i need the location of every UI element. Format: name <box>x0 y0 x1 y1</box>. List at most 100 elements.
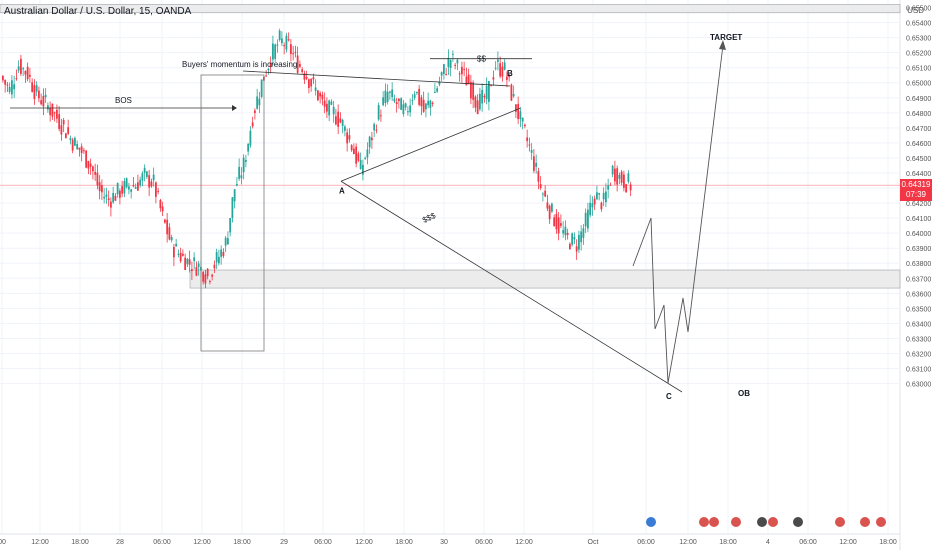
candle-body <box>508 74 511 78</box>
candle-body <box>112 192 115 203</box>
candle-body <box>2 75 4 81</box>
economic-event-icon[interactable] <box>709 517 719 527</box>
candle-body <box>467 74 470 84</box>
candle-body <box>501 66 504 77</box>
candle-body <box>220 249 223 257</box>
candle-body <box>411 100 414 102</box>
candle-body <box>384 90 387 103</box>
candle-body <box>438 81 441 85</box>
candle-body <box>418 88 421 105</box>
candle-body <box>42 96 45 107</box>
candle-body <box>101 185 103 193</box>
liquidity-3-label: $$$ <box>421 211 437 225</box>
symbol-title[interactable]: Australian Dollar / U.S. Dollar, 15, OAN… <box>4 6 192 17</box>
candle-body <box>4 80 7 85</box>
candle-body <box>616 168 619 185</box>
candle-body <box>393 98 396 102</box>
candle-body <box>528 144 531 146</box>
candle-body <box>8 86 11 92</box>
candle-body <box>231 197 234 219</box>
candle-body <box>380 115 382 117</box>
candle-body <box>33 85 36 100</box>
candle-body <box>38 90 40 99</box>
economic-event-icon[interactable] <box>793 517 803 527</box>
candle-body <box>470 81 472 99</box>
candle-body <box>391 89 394 98</box>
order-block-zone <box>189 269 901 289</box>
candle-body <box>209 281 211 283</box>
candle-body <box>499 63 502 77</box>
candle-body <box>332 106 335 115</box>
candle-body <box>440 72 443 76</box>
candle-body <box>481 89 484 104</box>
candle-body <box>170 237 173 241</box>
candle-body <box>521 117 524 122</box>
target-label: TARGET <box>710 33 742 42</box>
candle-body <box>593 198 596 205</box>
candle-body <box>44 94 47 98</box>
time-axis-label: 28 <box>116 539 124 546</box>
candle-body <box>542 193 544 195</box>
economic-event-icon[interactable] <box>876 517 886 527</box>
candle-body <box>314 87 317 91</box>
candle-body <box>357 153 360 161</box>
candle-body <box>191 269 193 272</box>
economic-event-icon[interactable] <box>646 517 656 527</box>
candle-body <box>605 191 607 203</box>
economic-event-icon[interactable] <box>731 517 741 527</box>
candle-body <box>22 68 25 70</box>
price-axis-label: 0.63000 <box>906 382 931 389</box>
candle-body <box>148 175 151 188</box>
candle-body <box>494 67 497 69</box>
candle-body <box>89 163 92 167</box>
candle-body <box>596 192 598 200</box>
candle-body <box>398 98 400 102</box>
trend-line-top <box>242 70 511 87</box>
candle-body <box>330 101 333 105</box>
candle-body <box>233 189 236 202</box>
candle-body <box>591 203 594 208</box>
candle-body <box>173 246 175 258</box>
candle-body <box>206 268 209 277</box>
candle-body <box>110 201 112 208</box>
economic-event-icon[interactable] <box>757 517 767 527</box>
candle-body <box>175 243 178 247</box>
candle-body <box>344 126 346 131</box>
economic-event-icon[interactable] <box>768 517 778 527</box>
economic-event-icon[interactable] <box>835 517 845 527</box>
price-axis-label: 0.64500 <box>906 156 931 163</box>
candle-body <box>13 84 16 90</box>
candle-body <box>409 105 412 113</box>
economic-event-icon[interactable] <box>699 517 709 527</box>
candle-body <box>335 116 337 125</box>
candle-body <box>416 91 418 94</box>
candle-body <box>31 82 34 92</box>
candle-body <box>485 85 488 100</box>
candle-body <box>341 119 344 126</box>
candle-body <box>566 232 569 235</box>
candle-body <box>116 182 119 195</box>
candle-body <box>71 139 74 151</box>
candle-body <box>267 68 270 71</box>
price-axis-label: 0.64000 <box>906 231 931 238</box>
candle-body <box>544 190 547 197</box>
candle-body <box>447 57 450 68</box>
candle-body <box>215 252 218 263</box>
candle-body <box>204 274 207 284</box>
candle-body <box>382 97 385 106</box>
candle-body <box>227 238 229 245</box>
candle-body <box>571 233 574 245</box>
candle-body <box>510 84 513 101</box>
economic-event-icon[interactable] <box>860 517 870 527</box>
candle-body <box>143 167 146 173</box>
candle-body <box>555 213 558 230</box>
candle-body <box>598 193 601 195</box>
candle-body <box>458 73 461 75</box>
candle-body <box>157 190 160 192</box>
candle-body <box>366 149 369 158</box>
candle-body <box>575 246 578 252</box>
candle-body <box>256 96 259 109</box>
candle-body <box>364 157 367 159</box>
time-axis-label: 4 <box>766 539 770 546</box>
